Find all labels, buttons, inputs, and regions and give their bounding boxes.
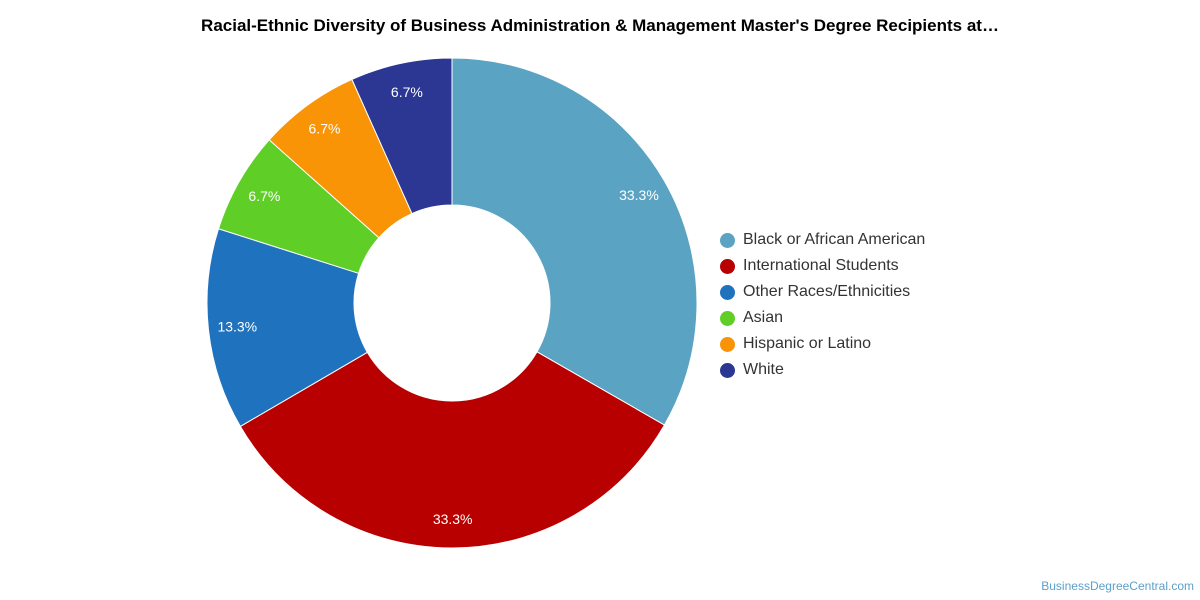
legend-swatch bbox=[720, 362, 735, 378]
legend-item[interactable]: Black or African American bbox=[720, 227, 925, 253]
legend-swatch bbox=[720, 232, 735, 248]
slice-black-or-african-american[interactable] bbox=[451, 57, 698, 426]
slice-value-label: 6.7% bbox=[391, 84, 423, 100]
legend-item[interactable]: International Students bbox=[720, 253, 925, 279]
legend: Black or African American International S… bbox=[720, 227, 925, 383]
slice-value-label: 33.3% bbox=[433, 511, 473, 527]
legend-swatch bbox=[720, 258, 735, 274]
legend-item[interactable]: White bbox=[720, 357, 925, 383]
legend-label: International Students bbox=[743, 257, 899, 274]
chart-title: Racial-Ethnic Diversity of Business Admi… bbox=[201, 16, 999, 35]
slice-other-races-ethnicities[interactable] bbox=[206, 228, 369, 428]
slice-international-students[interactable] bbox=[239, 351, 666, 549]
legend-swatch bbox=[720, 310, 735, 326]
legend-item[interactable]: Asian bbox=[720, 305, 925, 331]
slice-value-label: 6.7% bbox=[248, 188, 280, 204]
legend-swatch bbox=[720, 336, 735, 352]
slice-value-label: 6.7% bbox=[309, 121, 341, 137]
slice-value-label: 33.3% bbox=[619, 187, 659, 203]
legend-label: Black or African American bbox=[743, 231, 926, 248]
slice-white[interactable] bbox=[351, 57, 453, 215]
legend-label: White bbox=[743, 361, 784, 378]
legend-label: Asian bbox=[743, 309, 784, 326]
source-credit[interactable]: BusinessDegreeCentral.com bbox=[1041, 579, 1194, 593]
slice-value-label: 13.3% bbox=[217, 319, 257, 335]
legend-swatch bbox=[720, 284, 735, 300]
legend-item[interactable]: Hispanic or Latino bbox=[720, 331, 925, 357]
legend-label: Other Races/Ethnicities bbox=[743, 283, 911, 300]
legend-label: Hispanic or Latino bbox=[743, 335, 872, 352]
legend-item[interactable]: Other Races/Ethnicities bbox=[720, 279, 925, 305]
